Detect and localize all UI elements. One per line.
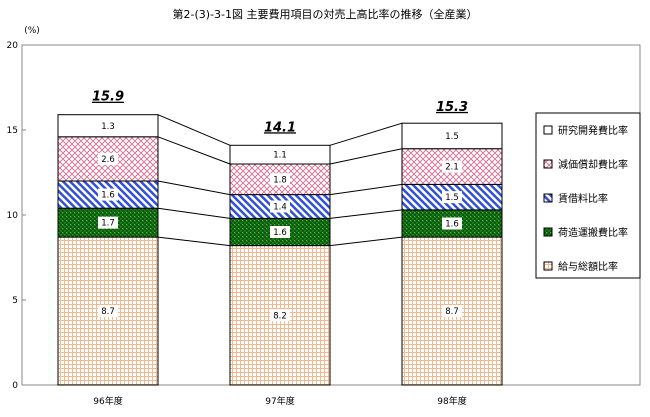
segment-label-bg: [442, 160, 462, 173]
segment-value-label: 1.1: [273, 151, 287, 161]
connector-line: [157, 136, 231, 165]
segment-label-bg: [270, 148, 290, 161]
segment-value-label: 1.5: [445, 193, 459, 203]
y-axis-unit-label: (%): [24, 26, 40, 36]
y-tick-label: 10: [7, 211, 19, 221]
segment-value-label: 2.1: [445, 163, 459, 173]
segment-value-label: 8.7: [101, 307, 115, 317]
legend-label: 給与総額比率: [558, 260, 618, 273]
segment-label-bg: [98, 119, 118, 132]
segment-label-bg: [442, 129, 462, 142]
legend-label: 減価償却費比率: [558, 158, 628, 171]
x-category-label: 96年度: [93, 395, 122, 407]
segment-value-label: 1.7: [101, 219, 115, 229]
total-labels: 15.9 14.1 15.3: [92, 90, 468, 136]
segment-label-bg: [270, 226, 290, 238]
x-category-label: 97年度: [265, 395, 294, 407]
total-label: 14.1: [264, 120, 296, 135]
legend-label: 賃借料比率: [558, 192, 608, 205]
y-tick-label: 20: [7, 41, 19, 51]
segment-value-label: 1.6: [101, 191, 115, 201]
segment-label-bg: [98, 152, 118, 165]
segment-value-label: 1.8: [273, 175, 287, 185]
segment-value-label: 1.5: [445, 132, 459, 142]
segment-value-label: 8.7: [445, 307, 459, 317]
y-axis: 0 5 10 15 20: [7, 41, 26, 391]
segment-label-bg: [98, 216, 118, 229]
y-tick-label: 5: [12, 296, 18, 306]
connector-line: [329, 148, 403, 165]
connector-lines: [157, 114, 403, 247]
segment-value-label: 8.2: [273, 311, 287, 321]
connector-line: [157, 180, 231, 196]
legend-box: [535, 112, 641, 279]
legend-swatch: [543, 193, 553, 203]
segment-label-bg: [442, 217, 462, 230]
legend-swatch: [543, 159, 553, 169]
connector-line: [329, 183, 403, 196]
segment-label-bg: [442, 305, 462, 318]
segment-value-label: 1.6: [445, 220, 459, 230]
segment-label-bg: [442, 191, 462, 204]
y-tick-label: 0: [12, 381, 18, 391]
legend-swatch: [543, 261, 553, 271]
segment-label-bg: [98, 188, 118, 201]
segment-value-label: 1.3: [101, 122, 115, 132]
segment-value-label: 1.4: [273, 203, 287, 213]
total-label: 15.3: [436, 100, 468, 115]
segment-value-label: 1.6: [273, 228, 287, 238]
segment-label-bg: [270, 173, 290, 186]
legend-label: 研究開発費比率: [558, 124, 628, 137]
segment-label-bg: [270, 309, 290, 322]
legend-swatch: [543, 125, 553, 135]
x-axis-categories: 96年度 97年度 98年度: [93, 395, 466, 407]
connector-line: [157, 114, 231, 146]
segment-label-bg: [270, 200, 290, 213]
segment-label-bg: [98, 305, 118, 318]
connector-line: [157, 236, 231, 247]
y-tick-label: 15: [7, 126, 18, 136]
connector-line: [329, 209, 403, 219]
legend-swatch: [543, 227, 553, 237]
connector-line: [157, 207, 231, 219]
segment-value-label: 2.6: [101, 155, 115, 165]
legend-label: 荷造運搬費比率: [558, 226, 628, 239]
connector-line: [329, 122, 403, 146]
connector-line: [329, 236, 403, 247]
x-category-label: 98年度: [437, 395, 466, 407]
total-label: 15.9: [92, 90, 124, 105]
chart-title: 第2-(3)-3-1図 主要費用項目の対売上高比率の推移（全産業）: [173, 7, 478, 21]
segment-labels: 8.7 1.7 1.6 2.6 1.3 8.2 1.6 1.4 1.8 1.1 8.7 1.6 1.5 2…: [98, 119, 462, 322]
